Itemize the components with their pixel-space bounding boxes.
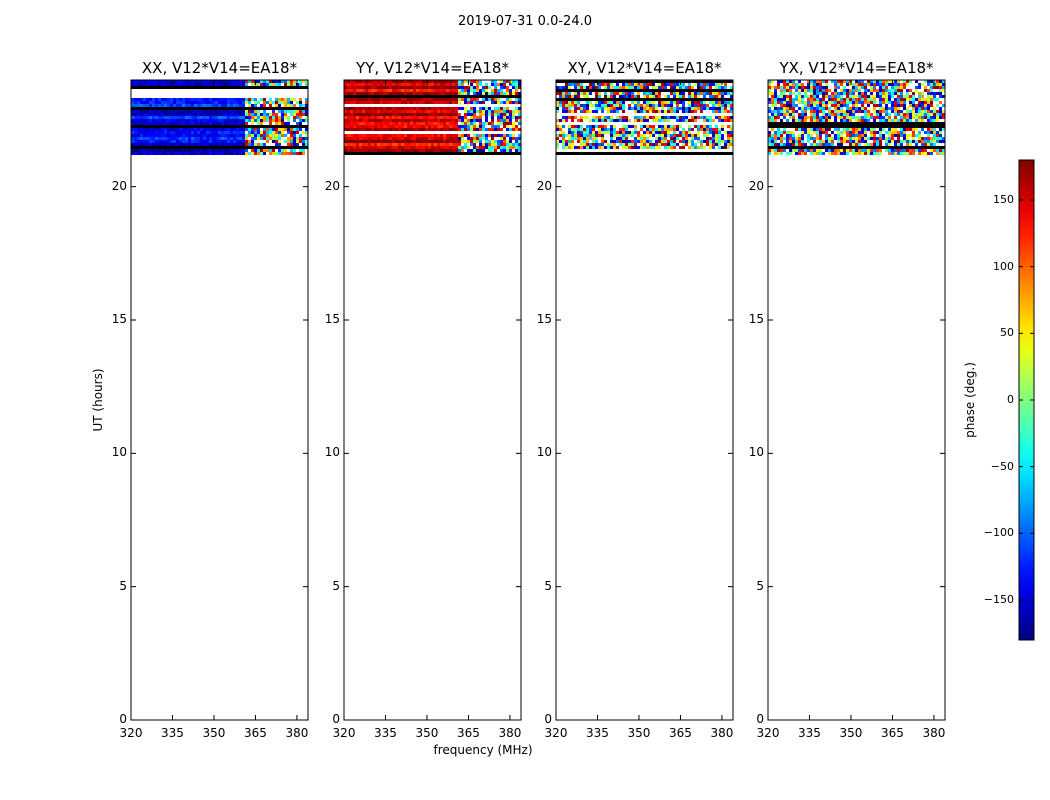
y-tick-label: 5 <box>544 578 552 593</box>
x-tick-label: 380 <box>710 726 734 740</box>
y-tick-label: 20 <box>748 178 764 193</box>
x-tick-label: 350 <box>627 726 651 740</box>
x-tick-label: 350 <box>202 726 226 740</box>
panel-1-title: XX, V12*V14=EA18* <box>141 59 298 77</box>
y-tick-label: 5 <box>119 578 127 593</box>
x-tick-label: 320 <box>332 726 356 740</box>
flagged-row <box>131 86 308 89</box>
colorbar-tick-label: 100 <box>993 259 1014 273</box>
x-tick-label: 335 <box>374 726 397 740</box>
y-tick-label: 20 <box>536 178 552 193</box>
colorbar-tick-label: 0 <box>1007 393 1014 406</box>
y-tick-label: 10 <box>111 445 127 460</box>
flagged-row <box>768 125 945 128</box>
figure-suptitle: 2019-07-31 0.0-24.0 <box>458 14 592 29</box>
y-tick-label: 10 <box>536 445 552 460</box>
y-tick-label: 15 <box>748 312 764 326</box>
panel-1-heatmap <box>131 80 308 155</box>
panel-2-frame <box>343 79 522 721</box>
x-tick-label: 335 <box>586 726 609 740</box>
panel-3-title: XY, V12*V14=EA18* <box>567 59 722 77</box>
flagged-row <box>131 146 308 149</box>
panel-2-heatmap <box>344 80 521 155</box>
y-tick-label: 15 <box>536 312 552 326</box>
x-tick-label: 350 <box>415 726 439 740</box>
x-tick-label: 380 <box>285 726 309 740</box>
panel-2-title: YY, V12*V14=EA18* <box>356 59 509 77</box>
flagged-row <box>768 146 945 149</box>
y-tick-label: 0 <box>332 712 340 726</box>
flagged-row <box>131 125 308 128</box>
x-tick-label: 365 <box>881 726 904 740</box>
colorbar-tick-label: 50 <box>1000 326 1014 340</box>
y-tick-label: 20 <box>324 178 340 193</box>
flagged-row <box>556 98 733 101</box>
y-tick-label: 5 <box>332 578 340 593</box>
panel-3-frame <box>555 79 734 721</box>
colorbar-tick-label: −50 <box>990 459 1014 473</box>
x-tick-label: 365 <box>669 726 692 740</box>
x-tick-label: 335 <box>798 726 821 740</box>
panel-4-frame <box>767 79 946 721</box>
y-tick-label: 10 <box>324 445 340 460</box>
y-tick-label: 15 <box>111 312 127 326</box>
panel-4-title: YX, V12*V14=EA18* <box>779 59 934 77</box>
flagged-row <box>344 152 521 155</box>
y-tick-label: 20 <box>111 178 127 193</box>
x-tick-label: 320 <box>756 726 780 740</box>
y-tick-label: 0 <box>544 712 552 726</box>
x-tick-label: 365 <box>244 726 267 740</box>
x-axis-label: frequency (MHz) <box>433 743 533 757</box>
x-tick-label: 380 <box>498 726 522 740</box>
x-tick-label: 350 <box>839 726 863 740</box>
y-tick-label: 5 <box>756 578 764 593</box>
flagged-row <box>556 89 733 92</box>
colorbar-tick-label: 150 <box>993 193 1014 206</box>
colorbar-tick-label: −150 <box>983 593 1014 606</box>
y-tick-label: 10 <box>748 445 764 460</box>
y-axis-label: UT (hours) <box>91 368 105 432</box>
x-tick-label: 320 <box>119 726 143 740</box>
y-tick-label: 15 <box>324 312 340 326</box>
flagged-row <box>768 122 945 125</box>
panel-1-frame <box>130 79 309 721</box>
flagged-row <box>556 152 733 155</box>
x-tick-label: 335 <box>161 726 184 740</box>
flagged-row <box>131 107 308 110</box>
y-tick-label: 0 <box>756 712 764 726</box>
colorbar-tick-label: −100 <box>983 526 1014 540</box>
x-tick-label: 365 <box>457 726 480 740</box>
flagged-row <box>556 80 733 83</box>
panel-4-heatmap <box>768 80 945 155</box>
y-tick-label: 0 <box>119 712 127 726</box>
colorbar-label: phase (deg.) <box>963 362 977 438</box>
x-tick-label: 380 <box>922 726 946 740</box>
panel-3-heatmap <box>556 80 733 155</box>
x-tick-label: 320 <box>544 726 568 740</box>
flagged-row <box>344 95 521 98</box>
